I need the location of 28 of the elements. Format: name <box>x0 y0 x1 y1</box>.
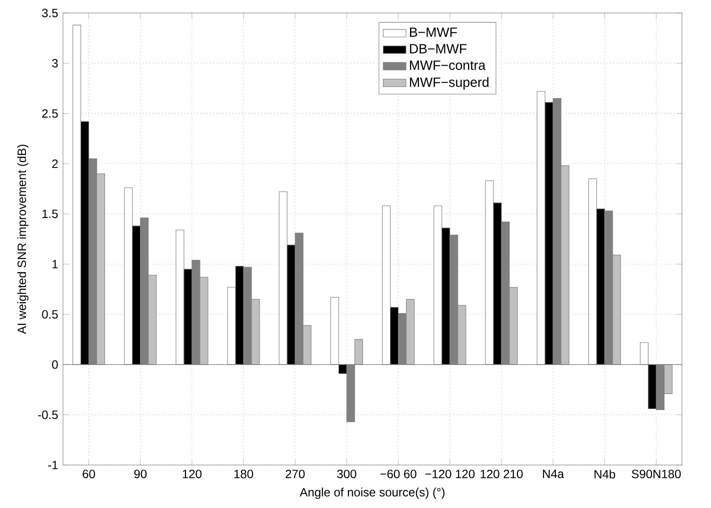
x-tick-label: 300 <box>337 470 356 478</box>
y-tick-label: -1 <box>48 460 58 470</box>
y-tick-label: 2.5 <box>42 109 58 118</box>
y-tick-label: 1.5 <box>42 210 58 218</box>
legend-label: MWF−contra <box>410 60 486 70</box>
y-tick-label: 3 <box>52 58 58 68</box>
y-tick-label: 1 <box>52 260 58 268</box>
x-tick-label: 90 <box>134 470 147 478</box>
y-tick-label: 2 <box>52 159 58 168</box>
x-tick-label: N4a <box>543 470 564 478</box>
x-tick-label: S90N180 <box>632 470 681 478</box>
legend-label: DB−MWF <box>410 44 467 54</box>
x-tick-label: 270 <box>286 470 305 478</box>
x-tick-label: 180 <box>234 470 254 478</box>
legend-label: B−MWF <box>410 28 457 37</box>
x-tick-label: −120 120 <box>425 470 475 478</box>
legend-label: MWF−superd <box>410 77 488 90</box>
x-tick-label: −60 60 <box>380 470 416 478</box>
x-tick-label: N4b <box>594 470 616 479</box>
y-tick-label: 0 <box>52 360 58 369</box>
x-tick-label: 120 <box>182 470 202 478</box>
y-tick-label: 0.5 <box>42 310 58 319</box>
x-tick-label: 60 <box>82 470 95 478</box>
x-axis-title: Angle of noise source(s) (°) <box>300 488 445 499</box>
y-tick-label: -0.5 <box>38 410 58 420</box>
y-axis-title: AI weighted SNR improvement (dB) <box>17 144 28 334</box>
y-tick-label: 3.5 <box>42 8 58 18</box>
x-tick-label: 120 210 <box>480 470 523 478</box>
